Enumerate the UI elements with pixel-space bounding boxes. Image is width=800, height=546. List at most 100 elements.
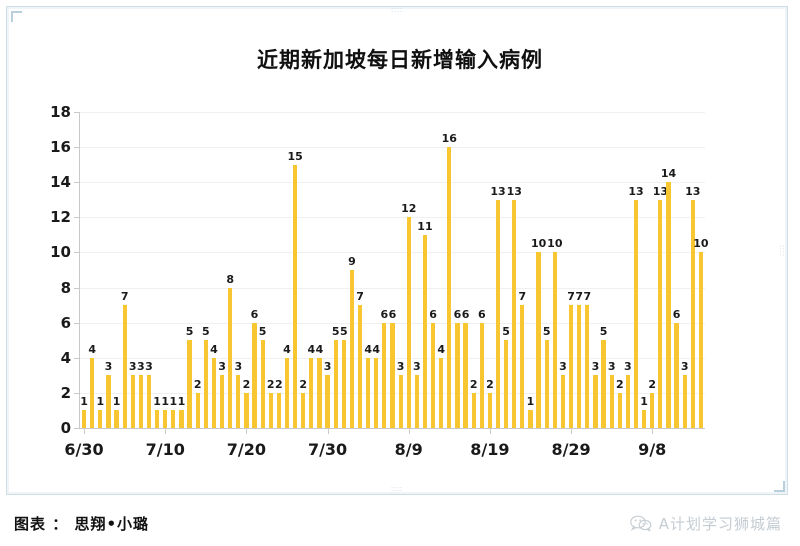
- bar[interactable]: 16: [442, 112, 457, 428]
- bar[interactable]: 3: [137, 112, 145, 428]
- bar-value-label: 5: [201, 325, 210, 339]
- bar[interactable]: 3: [681, 112, 689, 428]
- bar[interactable]: 1: [169, 112, 178, 428]
- bar-rect: [163, 410, 168, 428]
- bar[interactable]: 3: [145, 112, 153, 428]
- bar[interactable]: 5: [186, 112, 193, 428]
- bar[interactable]: 2: [486, 112, 494, 428]
- bar[interactable]: 1: [527, 112, 534, 428]
- bar[interactable]: 7: [575, 112, 583, 428]
- bar[interactable]: 14: [661, 112, 676, 428]
- bar-value-label: 2: [193, 377, 202, 391]
- bar[interactable]: 7: [567, 112, 575, 428]
- bar[interactable]: 13: [653, 112, 668, 428]
- bar[interactable]: 6: [462, 112, 469, 428]
- bar[interactable]: 10: [547, 112, 562, 428]
- bar[interactable]: 4: [88, 112, 96, 428]
- bar[interactable]: 6: [454, 112, 461, 428]
- bar[interactable]: 6: [478, 112, 486, 428]
- bar-rect: [317, 357, 322, 428]
- gridline: [80, 287, 705, 289]
- bar-rect: [138, 375, 143, 428]
- bar[interactable]: 3: [218, 112, 226, 428]
- bar-rect: [487, 392, 492, 428]
- bar[interactable]: 2: [648, 112, 656, 428]
- bar-rect: [406, 217, 411, 428]
- bar[interactable]: 5: [502, 112, 510, 428]
- bar-rect: [349, 270, 355, 428]
- bar[interactable]: 7: [583, 112, 591, 428]
- bar[interactable]: 15: [287, 112, 303, 428]
- bar-rect: [479, 322, 484, 428]
- wechat-icon: [629, 515, 652, 532]
- x-tick-mark: [489, 428, 491, 434]
- bar[interactable]: 2: [243, 112, 250, 428]
- bar[interactable]: 2: [470, 112, 477, 428]
- bar[interactable]: 7: [121, 112, 128, 428]
- bar[interactable]: 4: [210, 112, 218, 428]
- bar[interactable]: 6: [251, 112, 258, 428]
- bar[interactable]: 8: [226, 112, 234, 428]
- bar[interactable]: 6: [389, 112, 396, 428]
- bar[interactable]: 5: [340, 112, 348, 428]
- gridline: [80, 182, 705, 184]
- bar[interactable]: 5: [201, 112, 210, 428]
- bar-rect: [90, 357, 95, 428]
- bar[interactable]: 4: [308, 112, 315, 428]
- bar[interactable]: 3: [105, 112, 112, 428]
- bar[interactable]: 6: [381, 112, 388, 428]
- bar[interactable]: 4: [283, 112, 291, 428]
- bar-rect: [236, 375, 241, 428]
- bar[interactable]: 5: [332, 112, 340, 428]
- bar[interactable]: 7: [519, 112, 526, 428]
- bar[interactable]: 3: [559, 112, 567, 428]
- bar-value-label: 1: [169, 395, 178, 409]
- bar-value-label: 5: [599, 325, 608, 339]
- bar[interactable]: 3: [624, 112, 632, 428]
- bar[interactable]: 1: [161, 112, 169, 428]
- bar[interactable]: 13: [685, 112, 700, 428]
- bar[interactable]: 5: [599, 112, 608, 428]
- bar-value-label: 3: [624, 360, 632, 374]
- bar[interactable]: 1: [80, 112, 88, 428]
- bar-value-label: 6: [429, 307, 437, 321]
- bar[interactable]: 6: [429, 112, 437, 428]
- bar[interactable]: 2: [299, 112, 307, 428]
- bar[interactable]: 1: [153, 112, 161, 428]
- bar[interactable]: 6: [673, 112, 680, 428]
- bar[interactable]: 3: [397, 112, 404, 428]
- bar[interactable]: 2: [275, 112, 283, 428]
- bar-rect: [512, 199, 517, 428]
- bar[interactable]: 13: [507, 112, 522, 428]
- bar[interactable]: 4: [372, 112, 380, 428]
- bar[interactable]: 13: [628, 112, 644, 428]
- bar[interactable]: 5: [259, 112, 266, 428]
- bar[interactable]: 2: [193, 112, 202, 428]
- bar[interactable]: 3: [234, 112, 242, 428]
- bar[interactable]: 3: [324, 112, 331, 428]
- bar[interactable]: 1: [178, 112, 185, 428]
- bar[interactable]: 3: [608, 112, 615, 428]
- bar[interactable]: 1: [96, 112, 104, 428]
- bar[interactable]: 3: [592, 112, 599, 428]
- bar[interactable]: 11: [417, 112, 433, 428]
- bar[interactable]: 3: [129, 112, 137, 428]
- bar[interactable]: 1: [113, 112, 120, 428]
- bar[interactable]: 10: [531, 112, 546, 428]
- bar[interactable]: 12: [401, 112, 416, 428]
- bar[interactable]: 5: [543, 112, 551, 428]
- bar[interactable]: 4: [437, 112, 445, 428]
- bar[interactable]: 10: [693, 112, 709, 428]
- bar[interactable]: 7: [356, 112, 364, 428]
- bar[interactable]: 4: [364, 112, 372, 428]
- bar-rect: [568, 305, 574, 428]
- bar[interactable]: 1: [640, 112, 648, 428]
- watermark: A计划学习狮城篇: [629, 513, 782, 534]
- bar[interactable]: 2: [616, 112, 624, 428]
- bar-rect: [195, 392, 200, 428]
- bar[interactable]: 9: [348, 112, 356, 428]
- bar[interactable]: 4: [316, 112, 323, 428]
- bar[interactable]: 2: [267, 112, 275, 428]
- bar[interactable]: 3: [413, 112, 421, 428]
- bar[interactable]: 13: [490, 112, 506, 428]
